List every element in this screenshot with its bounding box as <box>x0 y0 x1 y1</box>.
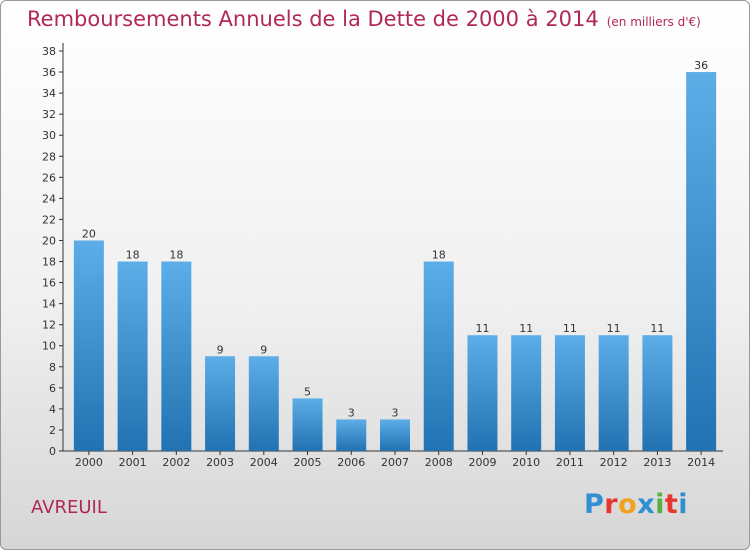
y-tick-label: 34 <box>42 87 56 100</box>
y-tick-label: 38 <box>42 45 56 58</box>
y-tick-label: 6 <box>49 382 56 395</box>
x-tick-label: 2007 <box>381 456 409 469</box>
bar-value-label: 9 <box>260 343 267 356</box>
y-tick-label: 22 <box>42 213 56 226</box>
y-tick-label: 10 <box>42 340 56 353</box>
bar <box>292 398 323 451</box>
chart-title-text: Remboursements Annuels de la Dette de 20… <box>27 7 599 31</box>
place-name: AVREUIL <box>31 497 107 518</box>
bar <box>686 72 717 451</box>
y-tick-label: 18 <box>42 256 56 269</box>
bar-value-label: 11 <box>563 322 577 335</box>
x-tick-label: 2012 <box>600 456 628 469</box>
bar-value-label: 11 <box>475 322 489 335</box>
proxiti-logo: Proxiti <box>584 489 688 520</box>
bar-value-label: 3 <box>348 406 355 419</box>
logo-letter: i <box>655 489 665 520</box>
chart-title: Remboursements Annuels de la Dette de 20… <box>27 7 701 31</box>
x-tick-label: 2005 <box>294 456 322 469</box>
x-tick-label: 2004 <box>250 456 278 469</box>
chart-subtitle: (en milliers d'€) <box>606 15 701 29</box>
bar-value-label: 18 <box>169 249 183 262</box>
bar <box>73 240 104 451</box>
y-tick-label: 12 <box>42 319 56 332</box>
bar-value-label: 9 <box>217 343 224 356</box>
bar <box>336 419 367 451</box>
y-tick-label: 28 <box>42 150 56 163</box>
x-tick-label: 2000 <box>75 456 103 469</box>
x-tick-label: 2014 <box>687 456 715 469</box>
bar <box>161 261 192 451</box>
y-tick-label: 32 <box>42 108 56 121</box>
x-tick-label: 2010 <box>512 456 540 469</box>
y-tick-label: 24 <box>42 192 56 205</box>
y-tick-label: 26 <box>42 171 56 184</box>
bar-value-label: 36 <box>694 59 708 72</box>
y-tick-label: 4 <box>49 403 56 416</box>
bar-value-label: 3 <box>392 406 399 419</box>
y-tick-label: 16 <box>42 277 56 290</box>
y-tick-label: 0 <box>49 445 56 458</box>
logo-letter: o <box>618 489 638 520</box>
x-tick-label: 2003 <box>206 456 234 469</box>
bar <box>467 335 498 451</box>
bar <box>598 335 629 451</box>
bar-value-label: 18 <box>432 249 446 262</box>
bar-value-label: 20 <box>82 227 96 240</box>
y-tick-label: 2 <box>49 424 56 437</box>
x-tick-label: 2008 <box>425 456 453 469</box>
bar <box>117 261 148 451</box>
bar-value-label: 11 <box>519 322 533 335</box>
bar <box>248 356 279 451</box>
bar-value-label: 18 <box>126 249 140 262</box>
bar-value-label: 11 <box>607 322 621 335</box>
x-tick-label: 2009 <box>468 456 496 469</box>
y-tick-label: 36 <box>42 66 56 79</box>
bar <box>205 356 236 451</box>
bar <box>380 419 410 451</box>
x-tick-label: 2006 <box>337 456 365 469</box>
y-tick-label: 14 <box>42 298 56 311</box>
logo-letter: t <box>664 489 679 520</box>
bar <box>642 335 673 451</box>
logo-letter: r <box>604 489 619 520</box>
bar <box>554 335 585 451</box>
x-tick-label: 2011 <box>556 456 584 469</box>
y-tick-label: 8 <box>49 361 56 374</box>
x-tick-label: 2001 <box>119 456 147 469</box>
y-tick-label: 30 <box>42 129 56 142</box>
logo-letter: x <box>637 489 656 520</box>
logo-letter: P <box>584 489 605 520</box>
y-tick-label: 20 <box>42 234 56 247</box>
bar-value-label: 5 <box>304 385 311 398</box>
x-tick-label: 2002 <box>162 456 190 469</box>
logo-letter: i <box>678 489 689 520</box>
bar-value-label: 11 <box>650 322 664 335</box>
bar <box>423 261 454 451</box>
x-tick-label: 2013 <box>643 456 671 469</box>
bar <box>511 335 542 451</box>
